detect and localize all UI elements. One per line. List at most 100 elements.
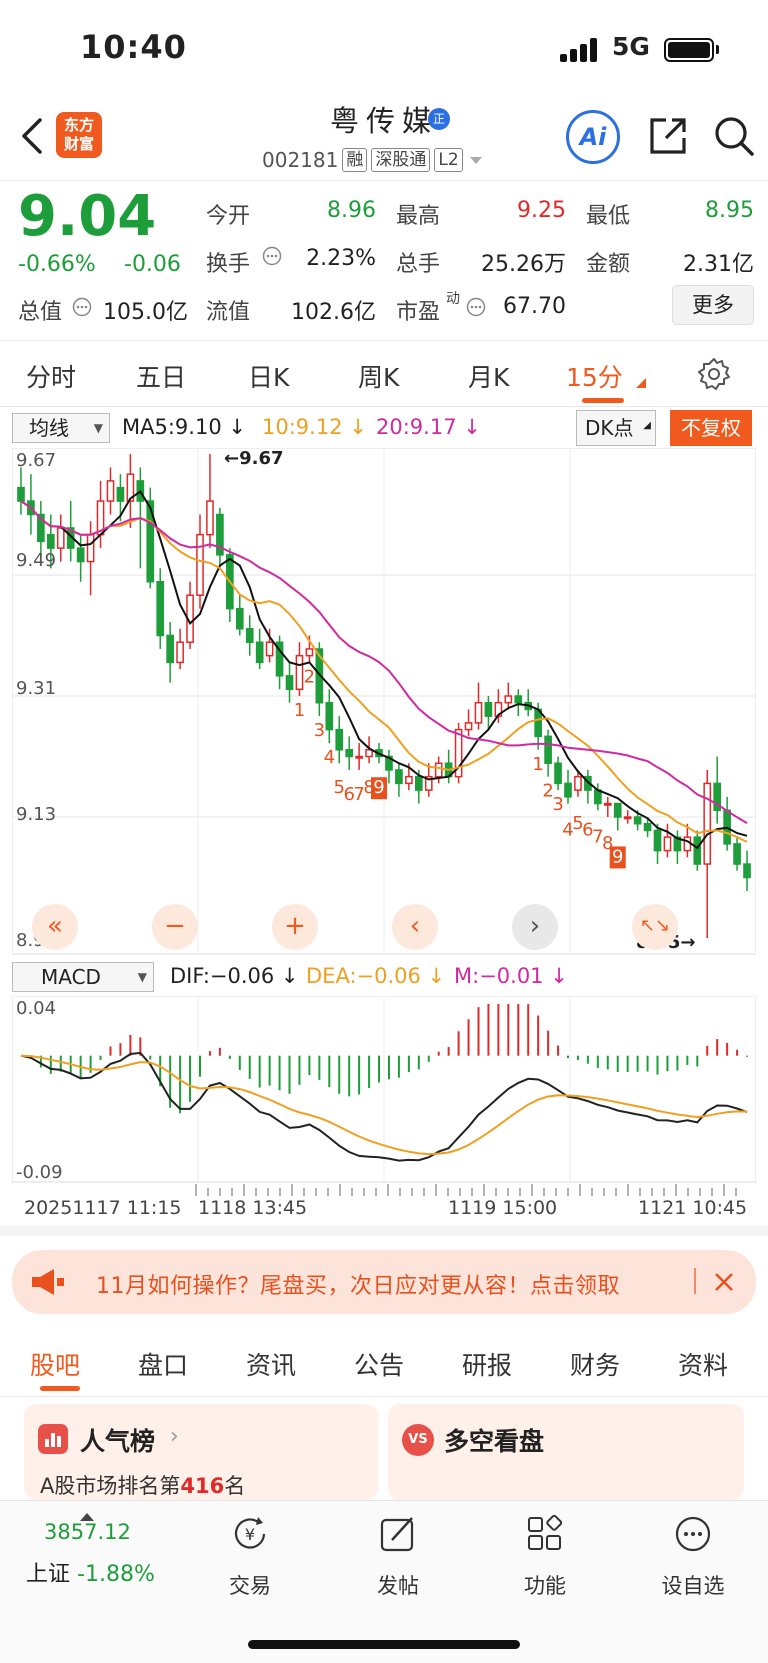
tab-five-day[interactable]: 五日 bbox=[136, 363, 187, 392]
candle-body bbox=[405, 775, 413, 785]
m-label: M:−0.01 ↓ bbox=[454, 964, 568, 988]
td-label: 7 bbox=[592, 826, 603, 847]
back-icon[interactable] bbox=[18, 116, 48, 156]
ai-button[interactable]: Ai bbox=[566, 110, 620, 164]
scroll-left-button[interactable]: ‹ bbox=[392, 904, 438, 950]
ma-select[interactable]: 均线 ▼ bbox=[12, 413, 110, 443]
candle-body bbox=[166, 634, 174, 664]
candle-body bbox=[17, 486, 25, 502]
section-gap bbox=[0, 1226, 768, 1236]
tab-intraday[interactable]: 分时 bbox=[26, 363, 77, 392]
tab-announcement[interactable]: 公告 bbox=[354, 1351, 405, 1380]
macd-select[interactable]: MACD ▼ bbox=[12, 962, 154, 992]
more-dots-icon[interactable] bbox=[673, 1514, 713, 1554]
candle-body bbox=[454, 728, 463, 778]
td-label: 6 bbox=[582, 820, 593, 841]
stock-code: 002181 bbox=[262, 148, 339, 172]
x-label: 1118 13:45 bbox=[198, 1197, 308, 1219]
banner-text[interactable]: 11月如何操作？尾盘买，次日应对更从容！点击领取 bbox=[96, 1274, 620, 1299]
high-label: 最高 bbox=[396, 204, 441, 229]
candle-body bbox=[365, 749, 373, 758]
turnover-info-icon[interactable] bbox=[262, 246, 282, 266]
macd-chart[interactable] bbox=[12, 996, 756, 1184]
caret-down-icon bbox=[469, 157, 482, 164]
fullscreen-button[interactable]: ↖↘ bbox=[632, 904, 678, 950]
candle-body bbox=[594, 789, 602, 805]
macd-y-tick: 0.04 bbox=[16, 998, 57, 1019]
nav-trade[interactable]: 交易 bbox=[229, 1574, 271, 1598]
amount-label: 金额 bbox=[586, 252, 631, 277]
td-label: 1 bbox=[294, 700, 305, 721]
nav-post[interactable]: 发帖 bbox=[377, 1574, 419, 1598]
trade-icon[interactable]: ¥ bbox=[230, 1514, 270, 1554]
candle-body bbox=[544, 735, 552, 764]
tab-news[interactable]: 资讯 bbox=[246, 1351, 297, 1380]
info-icon[interactable] bbox=[72, 297, 92, 317]
nav-functions[interactable]: 功能 bbox=[524, 1574, 566, 1598]
stock-code-line[interactable]: 002181 融 深股通 L2 bbox=[262, 148, 485, 172]
tab-pankou[interactable]: 盘口 bbox=[138, 1351, 189, 1380]
tab-daily-k[interactable]: 日K bbox=[248, 363, 290, 392]
macd-y-tick: -0.09 bbox=[16, 1162, 63, 1183]
candle-body bbox=[484, 701, 493, 717]
index-line[interactable]: 上证 -1.88% bbox=[26, 1562, 155, 1587]
bottom-tab-indicator bbox=[40, 1386, 80, 1391]
pe-info-icon[interactable] bbox=[466, 297, 486, 317]
y-tick-label: 9.67 bbox=[16, 450, 57, 471]
candle-body bbox=[355, 755, 363, 759]
dif-line bbox=[20, 1051, 748, 1162]
candle-body bbox=[295, 654, 304, 691]
candle-body bbox=[633, 816, 642, 825]
candle-body bbox=[703, 782, 712, 865]
candle-body bbox=[733, 843, 741, 865]
candle-body bbox=[46, 533, 55, 549]
tag-l2: L2 bbox=[434, 148, 463, 172]
change-value: -0.06 bbox=[124, 252, 181, 277]
zoom-out-button[interactable]: − bbox=[152, 904, 198, 950]
settings-gear-icon[interactable] bbox=[696, 356, 732, 392]
candle-body bbox=[196, 533, 204, 596]
vs-icon: VS bbox=[402, 1424, 434, 1456]
ma20-label: 20:9.17 ↓ bbox=[376, 415, 481, 439]
dk-point-button[interactable]: DK点 ◢ bbox=[576, 410, 656, 446]
candle-body bbox=[106, 480, 115, 502]
no-adjust-button[interactable]: 不复权 bbox=[670, 410, 752, 446]
banner-separator bbox=[694, 1268, 696, 1294]
tabs-divider bbox=[0, 406, 768, 407]
candle-body bbox=[275, 641, 284, 677]
tab-research[interactable]: 研报 bbox=[462, 1351, 513, 1380]
tab-15min[interactable]: 15分 bbox=[566, 363, 623, 392]
td-label: 9 bbox=[373, 777, 384, 798]
long-short-card[interactable] bbox=[388, 1404, 744, 1500]
scroll-right-button[interactable]: › bbox=[512, 904, 558, 950]
amount-value: 2.31亿 bbox=[683, 252, 754, 277]
zoom-in-button[interactable]: + bbox=[272, 904, 318, 950]
popularity-card[interactable] bbox=[24, 1404, 378, 1500]
search-icon[interactable] bbox=[712, 114, 756, 158]
network-label: 5G bbox=[612, 32, 650, 61]
tab-profile[interactable]: 资料 bbox=[678, 1351, 729, 1380]
tab-finance[interactable]: 财务 bbox=[570, 1351, 621, 1380]
close-icon[interactable] bbox=[712, 1270, 736, 1294]
more-button[interactable]: 更多 bbox=[672, 285, 754, 325]
index-value[interactable]: 3857.12 bbox=[44, 1520, 131, 1544]
tab-guba[interactable]: 股吧 bbox=[30, 1351, 81, 1380]
post-icon[interactable] bbox=[378, 1514, 418, 1554]
nav-add-watchlist[interactable]: 设自选 bbox=[661, 1574, 725, 1598]
y-tick-label: 9.31 bbox=[16, 678, 57, 699]
chart-rewind-button[interactable]: « bbox=[32, 904, 78, 950]
ma5-line bbox=[20, 490, 748, 850]
tab-weekly-k[interactable]: 周K bbox=[358, 363, 400, 392]
ma10-label: 10:9.12 ↓ bbox=[262, 415, 367, 439]
td-label: 2 bbox=[542, 781, 553, 802]
promo-banner[interactable] bbox=[12, 1250, 756, 1314]
battery-tip bbox=[716, 45, 719, 54]
candle-body bbox=[613, 802, 622, 818]
mktcap-value: 105.0亿 bbox=[103, 300, 188, 325]
x-label: 20251117 11:15 bbox=[24, 1197, 182, 1219]
share-icon[interactable] bbox=[646, 114, 690, 158]
tab-corner-icon bbox=[636, 378, 646, 388]
tab-monthly-k[interactable]: 月K bbox=[468, 363, 510, 392]
functions-icon[interactable] bbox=[525, 1514, 565, 1554]
